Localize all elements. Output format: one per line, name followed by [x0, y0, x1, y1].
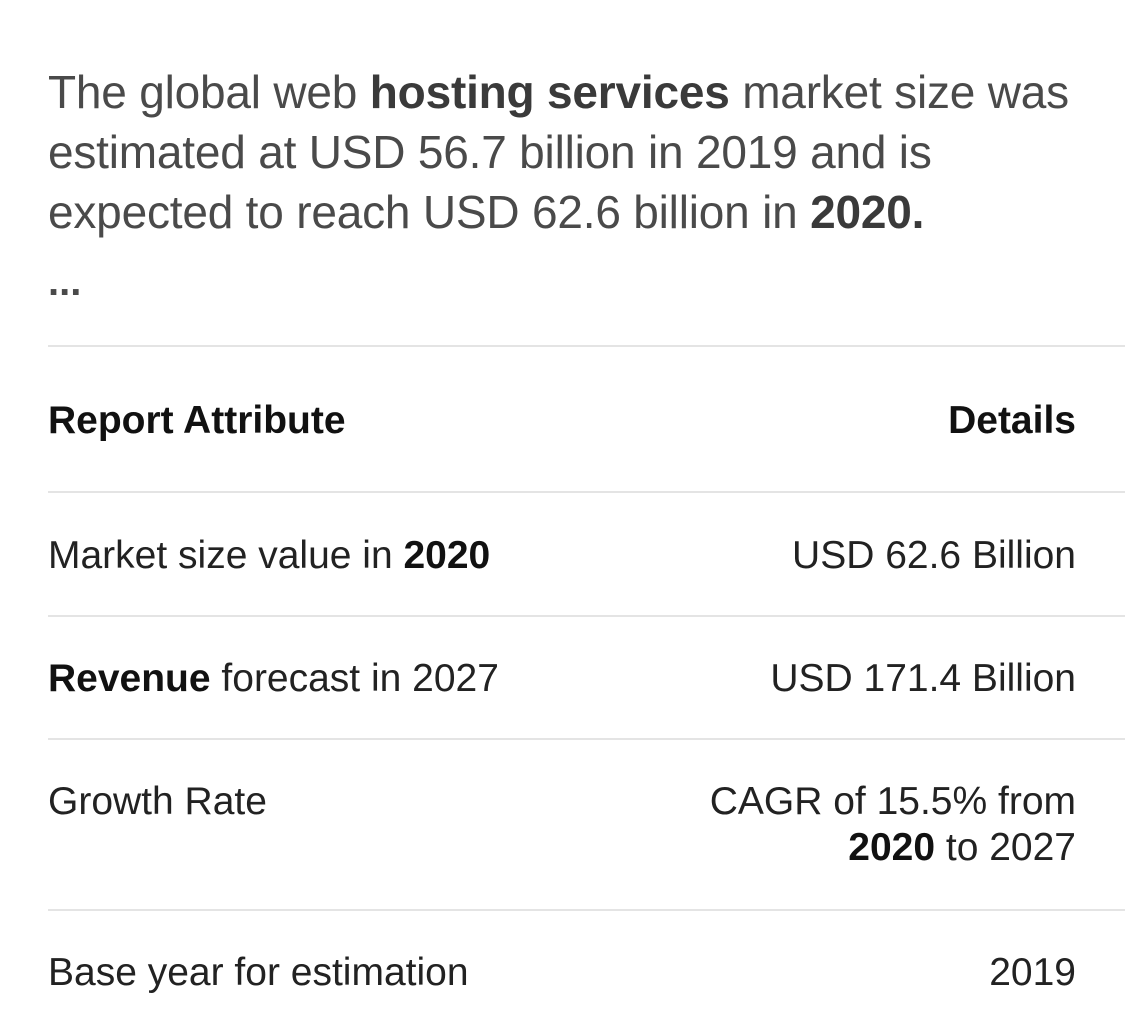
snippet-text: The global web [48, 66, 370, 118]
row-label-text: Market size value in [48, 534, 404, 577]
row-label: Base year for estimation [48, 951, 469, 994]
divider [48, 738, 1125, 740]
row-value: CAGR of 15.5% from 2020 to 2027 [710, 779, 1076, 871]
divider [48, 909, 1125, 911]
row-label: Growth Rate [48, 780, 267, 823]
snippet-text: market size was estimated at USD 56.7 bi… [48, 66, 1069, 238]
row-value: 2019 [989, 951, 1076, 994]
table-row: Base year for estimation 2019 [48, 950, 1076, 996]
snippet-period: . [911, 186, 925, 238]
row-label-text: forecast in 2027 [210, 657, 499, 700]
row-value-text: to 2027 [935, 826, 1076, 869]
table-row: Growth Rate CAGR of 15.5% from 2020 to 2… [48, 779, 1076, 871]
row-value-bold: 2020 [848, 826, 936, 869]
divider [48, 491, 1125, 493]
more-ellipsis[interactable]: ... [48, 260, 82, 304]
row-label-bold: 2020 [403, 534, 491, 577]
row-label-bold: Revenue [48, 657, 211, 700]
row-label: Market size value in 2020 [48, 533, 490, 579]
table-header: Report Attribute Details [48, 398, 1076, 444]
divider [48, 615, 1125, 617]
header-attribute: Report Attribute [48, 399, 346, 442]
row-value: USD 62.6 Billion [792, 534, 1076, 577]
header-details: Details [948, 399, 1076, 442]
snippet-bold-year: 2020 [810, 186, 912, 238]
table-row: Revenue forecast in 2027 USD 171.4 Billi… [48, 656, 1076, 702]
market-snippet: The global web hosting services market s… [48, 62, 1125, 242]
row-label: Revenue forecast in 2027 [48, 656, 499, 702]
divider [48, 345, 1125, 347]
snippet-bold-term: hosting services [369, 66, 730, 118]
row-value-line: CAGR of 15.5% from [709, 780, 1076, 823]
row-value: USD 171.4 Billion [770, 657, 1076, 700]
table-row: Market size value in 2020 USD 62.6 Billi… [48, 533, 1076, 579]
